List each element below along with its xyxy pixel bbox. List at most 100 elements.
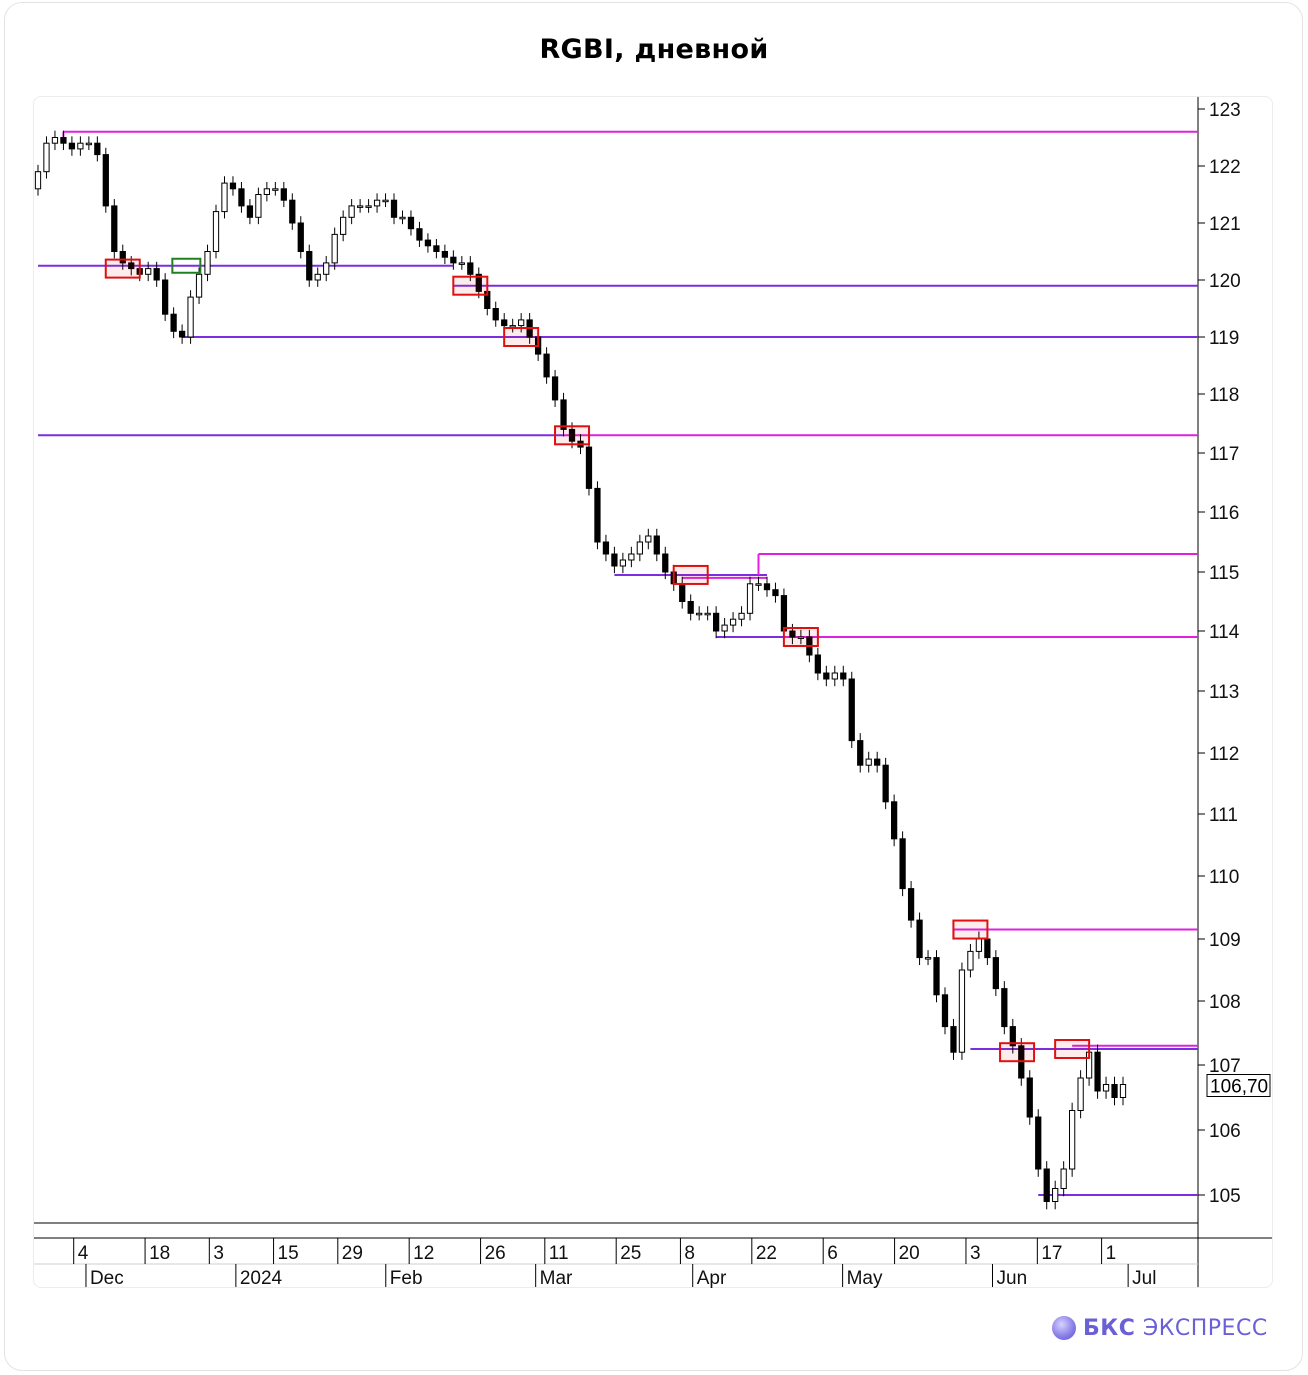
- candle-body: [145, 268, 152, 275]
- candle-body: [907, 888, 915, 921]
- date-tick-label: 6: [827, 1243, 838, 1264]
- candle-body: [933, 957, 940, 996]
- candle-body: [1001, 988, 1008, 1028]
- last-price-box: [1206, 1074, 1271, 1097]
- month-tick-label: Jun: [997, 1268, 1028, 1289]
- candle-body: [340, 216, 347, 235]
- chart-title: RGBI, дневной: [539, 34, 769, 65]
- month-tick-label: Dec: [90, 1268, 124, 1289]
- candle-body: [433, 245, 440, 253]
- candle-body: [77, 142, 84, 150]
- signal-box: [952, 919, 989, 940]
- candle-body: [331, 233, 338, 264]
- date-tick-label: 26: [485, 1243, 506, 1264]
- candle-body: [738, 612, 745, 620]
- candle-body: [1052, 1188, 1059, 1202]
- candle-body: [789, 630, 796, 638]
- y-tick-label: 122: [1209, 157, 1241, 178]
- month-tick-label: 2024: [240, 1268, 283, 1289]
- candle-body: [111, 205, 118, 252]
- candle-body: [1035, 1116, 1042, 1170]
- candle-body: [857, 740, 864, 766]
- brand-name: БКС ЭКСПРЕСС: [1083, 1315, 1268, 1341]
- brand-sphere-icon: [1052, 1316, 1076, 1340]
- date-tick-label: 22: [756, 1243, 777, 1264]
- date-tick-label: 15: [278, 1243, 299, 1264]
- candle-body: [128, 262, 135, 270]
- chart-card: [4, 2, 1303, 1371]
- candle-body: [255, 194, 262, 218]
- signal-box: [672, 564, 709, 585]
- candle-body: [772, 589, 779, 597]
- candle-body: [814, 654, 821, 674]
- candle-body: [721, 624, 728, 632]
- date-tick-label: 17: [1041, 1243, 1062, 1264]
- candle-body: [687, 601, 694, 614]
- date-tick-label: 29: [342, 1243, 363, 1264]
- signal-box: [171, 257, 202, 274]
- candle-body: [560, 399, 567, 430]
- last-price-label: 106,70: [1210, 1077, 1268, 1098]
- candle-body: [975, 938, 983, 952]
- y-tick-label: 119: [1209, 328, 1239, 349]
- candle-body: [102, 154, 109, 207]
- date-tick-label: 8: [684, 1243, 695, 1264]
- y-tick-label: 109: [1209, 930, 1241, 951]
- candle-body: [323, 262, 330, 275]
- candle-body: [636, 541, 643, 555]
- candle-body: [645, 535, 652, 543]
- candle-body: [306, 251, 313, 281]
- candle-body: [518, 319, 525, 327]
- y-tick-label: 111: [1209, 805, 1238, 826]
- y-tick-label: 112: [1209, 744, 1239, 765]
- candle-body: [365, 205, 372, 208]
- y-tick-label: 121: [1209, 214, 1241, 235]
- candle-body: [51, 137, 59, 144]
- candle-body: [755, 583, 762, 586]
- candle-body: [314, 273, 321, 281]
- candle-body: [119, 251, 126, 264]
- candle-body: [1060, 1168, 1067, 1189]
- candle-body: [212, 211, 220, 253]
- y-tick-label: 106: [1209, 1121, 1241, 1142]
- candle-body: [568, 428, 576, 442]
- y-tick-label: 114: [1209, 622, 1240, 643]
- candle-body: [1094, 1051, 1101, 1092]
- month-tick-label: May: [847, 1268, 883, 1289]
- candle-body: [679, 583, 686, 602]
- candle-body: [441, 251, 449, 258]
- candle-body: [891, 801, 898, 840]
- candle-body: [992, 957, 999, 990]
- candle-body: [204, 251, 211, 275]
- candle-body: [712, 612, 720, 632]
- candle-body: [416, 228, 423, 241]
- candle-body: [874, 758, 881, 766]
- month-tick-label: Jul: [1132, 1268, 1156, 1289]
- candle-body: [195, 273, 203, 298]
- date-tick-label: 3: [213, 1243, 224, 1264]
- candle-body: [297, 222, 304, 252]
- candle-body: [94, 142, 101, 156]
- candle-body: [492, 308, 499, 321]
- candle-body: [1119, 1084, 1127, 1098]
- candle-body: [831, 672, 838, 680]
- candle-body: [840, 672, 847, 680]
- date-tick-label: 11: [549, 1243, 569, 1264]
- candle-body: [272, 188, 279, 191]
- candle-body: [585, 446, 593, 489]
- candle-body: [653, 535, 660, 555]
- candle-body: [60, 137, 67, 144]
- candle-body: [848, 678, 855, 742]
- candle-body: [916, 919, 923, 959]
- y-tick-label: 108: [1209, 992, 1241, 1013]
- candle-body: [941, 994, 949, 1028]
- signal-box: [503, 327, 540, 347]
- candle-body: [509, 325, 516, 328]
- y-tick-label: 123: [1209, 100, 1241, 121]
- candle-body: [1102, 1084, 1110, 1092]
- candle-body: [729, 618, 737, 626]
- candle-body: [238, 188, 245, 207]
- y-tick-label: 107: [1209, 1056, 1241, 1077]
- date-tick-label: 18: [149, 1243, 170, 1264]
